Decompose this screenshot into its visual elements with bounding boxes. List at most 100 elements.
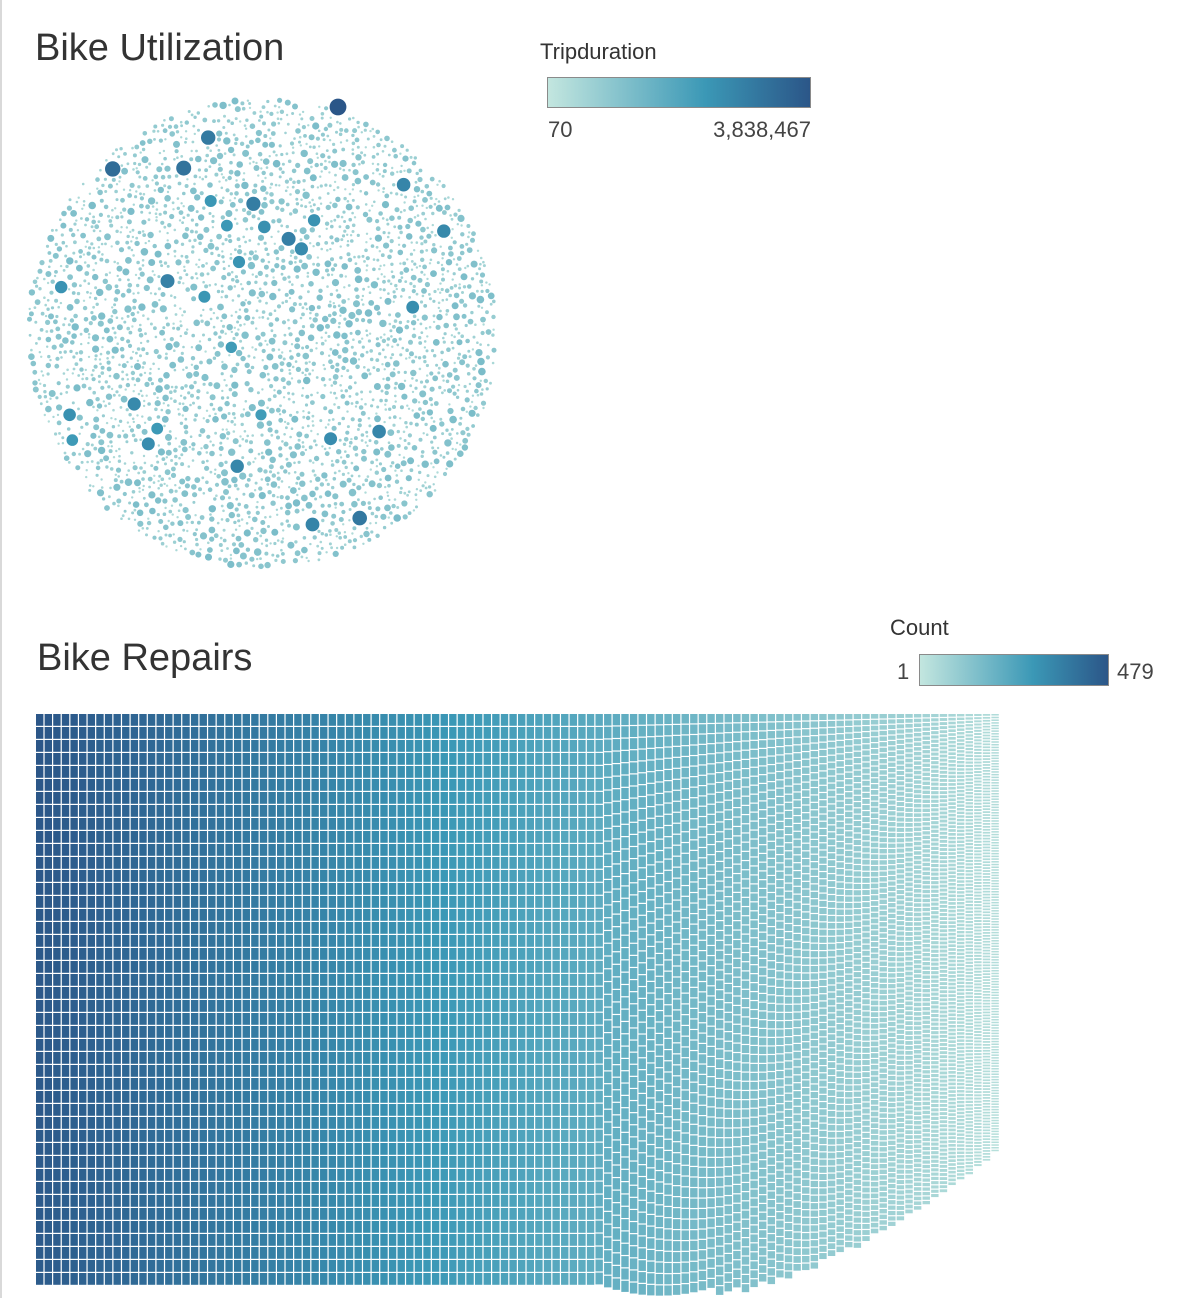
bubble — [425, 433, 429, 437]
bubble — [418, 168, 423, 173]
bubble — [389, 282, 393, 286]
bubble — [207, 337, 212, 342]
bubble — [432, 243, 436, 247]
treemap-cell — [190, 935, 199, 947]
bubble — [203, 443, 209, 450]
bubble — [247, 354, 251, 358]
treemap-cell — [87, 818, 96, 830]
bubble — [159, 305, 167, 313]
treemap-cell — [242, 974, 250, 986]
bubble — [348, 311, 356, 320]
bubble — [290, 377, 294, 380]
bubble — [282, 357, 286, 361]
bubble — [471, 231, 476, 237]
bubble — [67, 461, 71, 464]
bubble — [375, 219, 380, 224]
treemap-cell — [311, 922, 319, 934]
bubble — [298, 113, 302, 116]
bubble — [94, 358, 97, 361]
bubble — [476, 249, 480, 252]
bubble — [256, 531, 259, 535]
treemap-cell — [130, 727, 139, 739]
treemap-cell — [61, 1026, 70, 1038]
bubble — [394, 381, 398, 386]
treemap-cell — [294, 1143, 302, 1155]
bubble — [432, 314, 436, 318]
bubble — [149, 322, 153, 326]
bubble — [71, 291, 76, 295]
treemap-cell — [96, 896, 104, 908]
treemap-cell — [397, 818, 405, 830]
treemap-cell — [139, 896, 147, 908]
treemap-cell — [165, 1260, 173, 1272]
treemap-cell — [337, 987, 345, 999]
treemap-cell — [182, 1065, 190, 1077]
treemap-cell — [268, 1013, 276, 1025]
bubble — [301, 426, 305, 429]
bubble — [331, 425, 337, 431]
bubble — [134, 240, 140, 247]
bubble — [103, 204, 109, 210]
bubble — [194, 230, 198, 234]
bubble — [276, 476, 281, 481]
treemap-cell — [216, 1104, 225, 1116]
bubble — [399, 353, 403, 357]
treemap-cell — [44, 883, 53, 895]
bubble — [266, 406, 269, 410]
treemap-cell — [354, 1026, 362, 1038]
treemap-cell — [397, 896, 405, 908]
bubble — [265, 301, 268, 305]
bubble — [223, 114, 226, 118]
bubble — [418, 367, 422, 371]
bubble — [81, 447, 85, 451]
bubble — [420, 257, 425, 262]
bubble — [239, 435, 242, 438]
bubble — [139, 438, 142, 442]
treemap-cell — [53, 1143, 61, 1155]
treemap-cell — [397, 1182, 405, 1194]
bubble — [280, 540, 284, 544]
bubble — [104, 404, 107, 408]
bubble — [220, 504, 224, 508]
treemap-cell — [44, 1182, 53, 1194]
treemap-cell — [113, 922, 121, 934]
treemap-cell — [190, 1026, 199, 1038]
bubble — [312, 245, 315, 248]
bubble — [256, 296, 260, 299]
bubble — [399, 486, 403, 490]
bubble — [476, 289, 479, 293]
treemap-cell — [259, 792, 268, 804]
treemap-cell — [285, 1156, 294, 1168]
bubble — [374, 514, 379, 519]
bubble — [425, 349, 429, 353]
treemap-cell — [44, 753, 53, 765]
bubble — [98, 212, 103, 217]
bubble — [349, 357, 358, 365]
bubble — [441, 374, 445, 378]
bubble — [193, 319, 200, 327]
bubble — [55, 333, 62, 340]
bubble — [234, 183, 240, 189]
bubble — [449, 214, 452, 217]
treemap-cell — [173, 1039, 182, 1051]
treemap-cell — [122, 896, 130, 908]
bubble — [391, 503, 396, 509]
bubble — [383, 368, 386, 371]
bubble — [56, 381, 61, 386]
bubble — [443, 197, 447, 201]
bubble — [479, 279, 484, 284]
bubble — [276, 435, 280, 440]
treemap-cell — [397, 1026, 405, 1038]
treemap-column — [406, 714, 414, 1285]
treemap-cell — [199, 792, 207, 804]
bubble — [326, 285, 329, 288]
treemap-cell — [233, 727, 242, 739]
treemap-cell — [285, 740, 294, 752]
bubble — [330, 267, 335, 272]
bubble — [160, 174, 166, 180]
bubble — [439, 454, 443, 457]
bubble — [355, 205, 360, 210]
bubble — [191, 250, 195, 254]
bubble — [430, 230, 434, 234]
treemap-cell — [182, 1026, 190, 1038]
